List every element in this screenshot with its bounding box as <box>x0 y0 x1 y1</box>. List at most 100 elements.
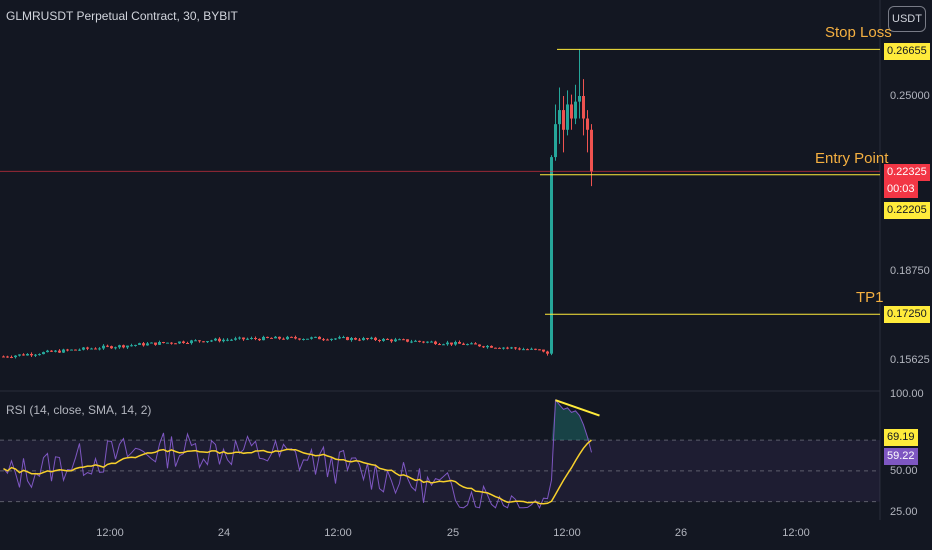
candle-body <box>246 338 249 340</box>
candle-body <box>370 337 373 339</box>
candle-body <box>34 354 37 356</box>
candle-body <box>374 337 377 341</box>
candle-body <box>410 341 413 343</box>
candle-body <box>14 355 17 358</box>
candle-body <box>134 344 137 346</box>
candle-body <box>86 347 89 349</box>
candle-body <box>450 342 453 345</box>
time-tick: 12:00 <box>96 527 124 539</box>
rsi-value-tag: 69.19 <box>884 429 918 446</box>
candle-body <box>454 342 457 345</box>
candle-body <box>446 342 449 345</box>
time-tick: 24 <box>217 527 231 539</box>
candle-body <box>110 346 113 349</box>
candle-body <box>422 341 425 343</box>
candle-body <box>42 352 45 355</box>
candle-body <box>70 349 73 351</box>
candle-body <box>170 342 173 344</box>
candle-body <box>174 343 177 345</box>
candle-body <box>386 338 389 340</box>
candle-body <box>130 345 133 347</box>
candle-body <box>482 346 485 348</box>
candle-body <box>338 337 341 339</box>
candle-body <box>290 336 293 338</box>
candle-body <box>346 337 349 341</box>
candle-body <box>578 96 581 102</box>
candle-body <box>46 350 49 353</box>
rsi-divergence-line <box>555 399 600 417</box>
candle-body <box>78 349 81 351</box>
candle-body <box>82 347 85 350</box>
candle-body <box>234 338 237 340</box>
candle-body <box>38 354 41 356</box>
current-price-tag: 0.22325 <box>884 164 930 181</box>
candle-body <box>210 340 213 342</box>
candle-body <box>498 347 501 349</box>
candle-body <box>378 340 381 342</box>
candle-body <box>530 348 533 350</box>
candle-body <box>258 338 261 341</box>
candle-body <box>282 338 285 340</box>
rsi-pane <box>0 398 880 509</box>
candle-body <box>162 342 165 344</box>
candle-body <box>566 104 569 130</box>
candle-body <box>406 339 409 342</box>
candle-body <box>550 157 553 354</box>
candle-body <box>486 345 489 348</box>
candle-body <box>22 354 25 356</box>
candle-body <box>218 338 221 342</box>
candle-body <box>74 349 77 351</box>
entry-price-tag: 0.22205 <box>884 202 930 219</box>
candle-body <box>230 339 233 341</box>
candle-body <box>114 347 117 349</box>
time-tick: 25 <box>446 527 460 539</box>
candle-body <box>294 337 297 339</box>
candle-body <box>562 110 565 130</box>
candle-body <box>10 356 13 358</box>
candle-body <box>6 356 9 358</box>
candle-body <box>54 350 57 352</box>
tp1-label: TP1 <box>856 289 884 306</box>
candle-body <box>286 336 289 340</box>
candle-body <box>146 343 149 346</box>
candle-body <box>318 336 321 340</box>
rsi-tick: 50.00 <box>890 465 918 477</box>
candle-body <box>2 356 5 358</box>
candle-body <box>50 350 53 352</box>
currency-button[interactable]: USDT <box>888 6 926 32</box>
candle-body <box>398 339 401 341</box>
candle-body <box>434 341 437 345</box>
candle-body <box>126 345 129 348</box>
candle-body <box>194 340 197 342</box>
candle-body <box>58 350 61 353</box>
candle-body <box>462 343 465 345</box>
candle-body <box>26 353 29 356</box>
candle-body <box>122 345 125 348</box>
candle-body <box>138 343 141 345</box>
candle-body <box>502 347 505 349</box>
candle-body <box>158 342 161 345</box>
candle-body <box>394 339 397 342</box>
candle-body <box>106 345 109 347</box>
rsi-title: RSI (14, close, SMA, 14, 2) <box>6 403 152 417</box>
candle-body <box>118 345 121 348</box>
candle-body <box>322 339 325 341</box>
candle-body <box>554 124 557 158</box>
candle-body <box>546 351 549 354</box>
candle-body <box>30 353 33 356</box>
candle-body <box>190 340 193 344</box>
candle-body <box>590 129 593 172</box>
candle-body <box>314 336 317 338</box>
candle-body <box>226 339 229 341</box>
candle-body <box>494 347 497 349</box>
candle-body <box>298 338 301 340</box>
candle-body <box>402 339 405 341</box>
candle-body <box>254 338 257 340</box>
candle-body <box>266 336 269 338</box>
rsi-ma-tag: 59.22 <box>884 448 918 465</box>
candle-body <box>582 96 585 119</box>
candle-body <box>474 343 477 345</box>
candle-body <box>510 347 513 349</box>
price-tick: 0.25000 <box>890 90 930 102</box>
